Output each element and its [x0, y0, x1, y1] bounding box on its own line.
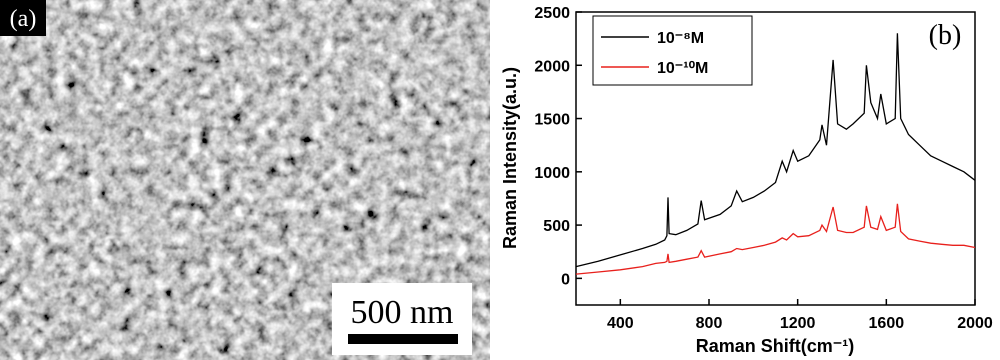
- panel-label: (b): [929, 20, 962, 51]
- y-tick-label: 2000: [534, 58, 570, 75]
- legend-label: 10⁻¹⁰M: [657, 60, 708, 77]
- panel-label: (a): [10, 6, 37, 32]
- x-tick-label: 1200: [780, 315, 816, 332]
- scale-bar: [348, 334, 458, 344]
- legend-label: 10⁻⁸M: [657, 30, 704, 47]
- y-tick-label: 500: [543, 218, 570, 235]
- scale-bar-label: 500 nm: [351, 294, 454, 331]
- x-axis-label: Raman Shift(cm⁻¹): [696, 336, 855, 356]
- y-axis-label: Raman Intensity(a.u.): [500, 67, 520, 249]
- raman-chart: (b) Raman Shift(cm⁻¹) Raman Intensity(a.…: [500, 5, 993, 356]
- sem-panel: (a) 500 nm: [0, 0, 490, 360]
- series-line: [575, 33, 976, 268]
- x-tick-label: 400: [607, 315, 634, 332]
- y-tick-label: 1000: [534, 165, 570, 182]
- x-tick-label: 1600: [869, 315, 905, 332]
- y-tick-label: 2500: [534, 5, 570, 22]
- plot-frame: [575, 11, 976, 306]
- label-box: [0, 0, 46, 36]
- y-tick-label: 0: [561, 271, 570, 288]
- series-line: [575, 203, 976, 275]
- legend-box: [592, 15, 753, 86]
- y-tick-label: 1500: [534, 112, 570, 129]
- x-tick-label: 2000: [957, 315, 993, 332]
- x-tick-label: 800: [696, 315, 723, 332]
